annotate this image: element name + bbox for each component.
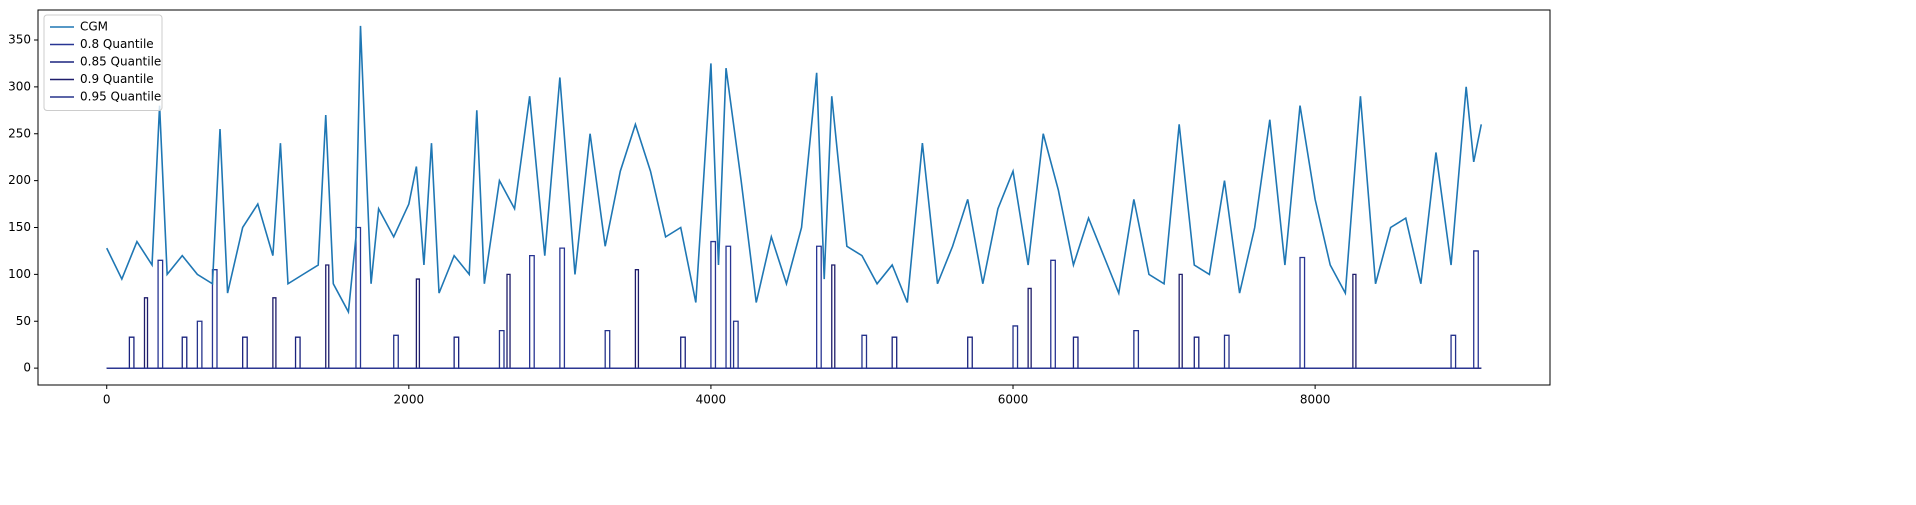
- series-line: [106, 25, 1483, 315]
- x-tick-label: 2000: [394, 393, 425, 407]
- legend-label: CGM: [80, 20, 108, 34]
- x-tick-label: 4000: [696, 393, 727, 407]
- x-tick-label: 6000: [998, 393, 1029, 407]
- legend-label: 0.85 Quantile: [80, 55, 161, 69]
- legend-label: 0.9 Quantile: [80, 72, 154, 86]
- y-tick-label: 300: [8, 79, 31, 93]
- plot-frame: [37, 9, 1551, 386]
- series-line: [106, 226, 1479, 369]
- x-tick-label: 8000: [1300, 393, 1331, 407]
- y-tick-label: 50: [16, 314, 31, 328]
- legend: CGM 0.8 Quantile 0.85 Quantile 0.9 Quantile…: [43, 14, 163, 111]
- series-line: [106, 336, 1482, 369]
- legend-label: 0.95 Quantile: [80, 90, 161, 104]
- series-line: [106, 264, 1482, 369]
- x-tick-label: 0: [103, 393, 111, 407]
- legend-box: [43, 14, 163, 111]
- y-tick-label: 150: [8, 220, 31, 234]
- y-tick-label: 250: [8, 126, 31, 140]
- series-line: [106, 320, 1482, 369]
- y-tick-label: 200: [8, 173, 31, 187]
- y-tick-label: 0: [23, 361, 31, 375]
- y-tick-label: 100: [8, 267, 31, 281]
- legend-label: 0.8 Quantile: [80, 37, 154, 51]
- y-tick-label: 350: [8, 33, 31, 47]
